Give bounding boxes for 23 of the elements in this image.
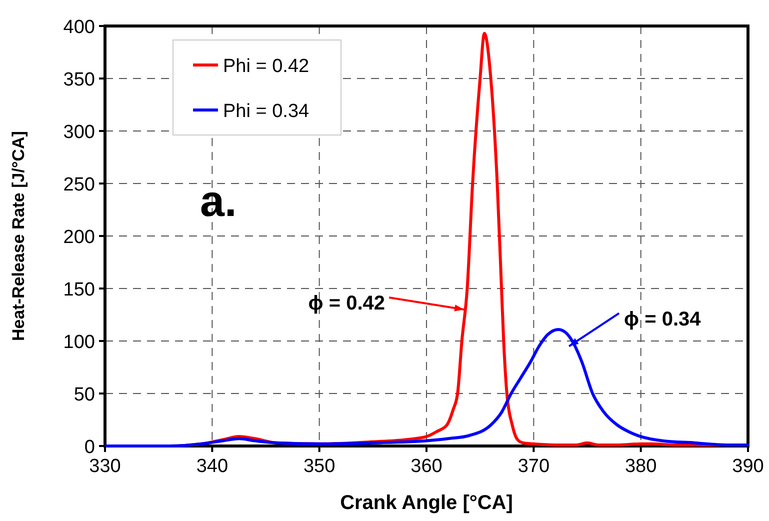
annotation: a. xyxy=(200,177,237,226)
x-tick-label: 360 xyxy=(410,456,442,477)
y-tick-label: 200 xyxy=(63,227,95,248)
y-axis-title: Heat-Release Rate [J/°CA] xyxy=(9,131,28,341)
y-tick-label: 250 xyxy=(63,174,95,196)
annotation: ϕ = 0.42 xyxy=(308,292,386,314)
x-tick-label: 340 xyxy=(196,456,228,477)
x-tick-label: 370 xyxy=(518,456,550,477)
y-tick-label: 400 xyxy=(63,17,95,38)
y-tick-label: 100 xyxy=(63,332,95,353)
legend-label: Phi = 0.34 xyxy=(223,101,310,122)
x-tick-label: 390 xyxy=(732,456,764,477)
annotation: ϕ = 0.34 xyxy=(624,308,702,330)
y-tick-label: 50 xyxy=(74,384,95,406)
y-tick-label: 350 xyxy=(63,70,95,90)
x-tick-label: 350 xyxy=(303,456,336,477)
y-tick-label: 300 xyxy=(63,122,95,143)
legend-label: Phi = 0.42 xyxy=(223,56,310,77)
x-tick-label: 330 xyxy=(89,456,121,477)
x-axis-title: Crank Angle [°CA] xyxy=(340,492,513,514)
y-tick-label: 150 xyxy=(63,280,95,300)
y-tick-label: 0 xyxy=(84,437,95,458)
x-tick-label: 380 xyxy=(624,456,657,477)
